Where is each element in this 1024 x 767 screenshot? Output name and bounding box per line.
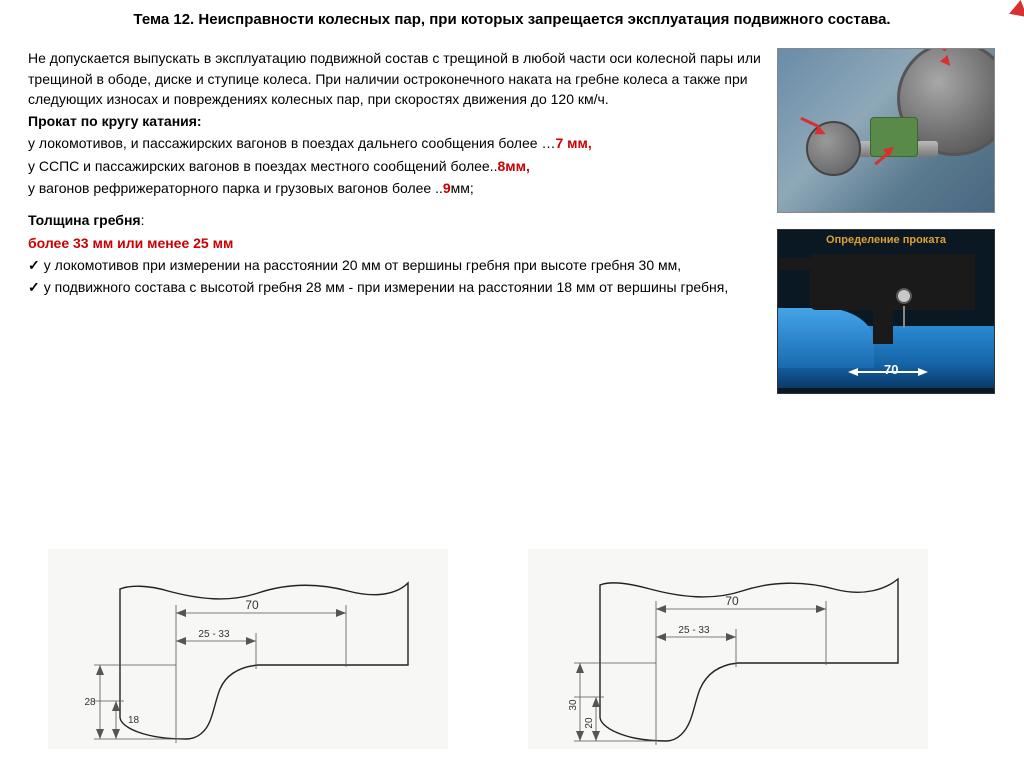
dim-h28: 28	[84, 697, 96, 708]
content-row: Не допускается выпускать в эксплуатацию …	[28, 48, 996, 394]
value-red: 9	[443, 180, 451, 196]
diagram-row: 70 25 - 33 28 18	[48, 549, 928, 749]
image-column: Определение проката 70	[776, 48, 996, 394]
gauge-dim-70: 70	[884, 362, 898, 377]
text-span: у ССПС и пассажирских вагонов в поездах …	[28, 158, 497, 174]
dim-h20: 20	[584, 717, 595, 729]
greben-line-1: у локомотивов при измерении на расстояни…	[28, 255, 764, 275]
dim-arrow-icon	[918, 368, 928, 376]
text-span: мм;	[451, 180, 474, 196]
profile-svg: 70 25 - 33 30 20	[528, 549, 928, 749]
text-span: :	[141, 212, 145, 228]
prokat-line-3: у вагонов рефрижераторного парка и грузо…	[28, 178, 764, 198]
gauge-photo: Определение проката 70	[777, 229, 995, 394]
text-span: у локомотивов, и пассажирских вагонов в …	[28, 135, 555, 151]
greben-limit: более 33 мм или менее 25 мм	[28, 233, 764, 253]
text-span: у вагонов рефрижераторного парка и грузо…	[28, 180, 443, 196]
prokat-heading: Прокат по кругу катания:	[28, 111, 764, 131]
wheelset-photo	[777, 48, 995, 213]
gauge-notch-icon	[873, 310, 893, 344]
value-red: 8мм,	[497, 158, 529, 174]
rail-flange-icon	[778, 308, 874, 368]
profile-diagram-right: 70 25 - 33 30 20	[528, 549, 928, 749]
text-column: Не допускается выпускать в эксплуатацию …	[28, 48, 764, 394]
dim-70: 70	[245, 598, 259, 612]
page-title: Тема 12. Неисправности колесных пар, при…	[28, 10, 996, 30]
dim-h30: 30	[568, 699, 579, 711]
greben-heading: Толщина гребня	[28, 212, 141, 228]
gauge-caption: Определение проката	[778, 234, 994, 246]
profile-svg: 70 25 - 33 28 18	[48, 549, 448, 749]
greben-line-2: у подвижного состава с высотой гребня 28…	[28, 277, 764, 297]
value-red: 7 мм,	[555, 135, 591, 151]
intro-paragraph: Не допускается выпускать в эксплуатацию …	[28, 48, 764, 109]
prokat-line-1: у локомотивов, и пассажирских вагонов в …	[28, 133, 764, 153]
gauge-pin-icon	[903, 306, 905, 328]
dim-25-33: 25 - 33	[678, 625, 710, 636]
gauge-body-icon	[810, 254, 975, 310]
dim-70: 70	[725, 594, 739, 608]
dim-25-33: 25 - 33	[198, 629, 230, 640]
wheel-small-icon	[806, 121, 861, 176]
profile-diagram-left: 70 25 - 33 28 18	[48, 549, 448, 749]
dim-h18: 18	[128, 715, 140, 726]
prokat-line-2: у ССПС и пассажирских вагонов в поездах …	[28, 156, 764, 176]
greben-heading-line: Толщина гребня:	[28, 210, 764, 230]
